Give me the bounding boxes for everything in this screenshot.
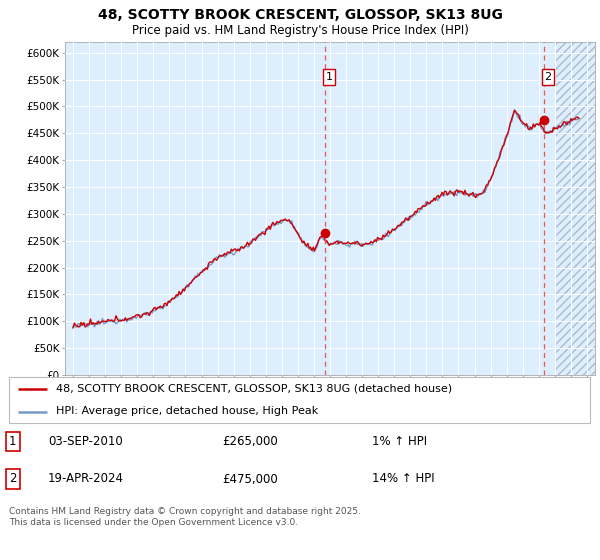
Text: HPI: Average price, detached house, High Peak: HPI: Average price, detached house, High… bbox=[56, 407, 318, 417]
Text: 48, SCOTTY BROOK CRESCENT, GLOSSOP, SK13 8UG: 48, SCOTTY BROOK CRESCENT, GLOSSOP, SK13… bbox=[98, 8, 502, 22]
Text: 48, SCOTTY BROOK CRESCENT, GLOSSOP, SK13 8UG (detached house): 48, SCOTTY BROOK CRESCENT, GLOSSOP, SK13… bbox=[56, 384, 452, 394]
Text: 19-APR-2024: 19-APR-2024 bbox=[48, 473, 124, 486]
Text: 2: 2 bbox=[544, 72, 551, 82]
Bar bbox=[555, 42, 595, 375]
Text: 03-SEP-2010: 03-SEP-2010 bbox=[48, 435, 123, 448]
Text: 1: 1 bbox=[9, 435, 17, 448]
Text: 1% ↑ HPI: 1% ↑ HPI bbox=[372, 435, 427, 448]
Text: 2: 2 bbox=[9, 473, 17, 486]
Text: 1: 1 bbox=[326, 72, 332, 82]
Text: Price paid vs. HM Land Registry's House Price Index (HPI): Price paid vs. HM Land Registry's House … bbox=[131, 24, 469, 37]
Text: Contains HM Land Registry data © Crown copyright and database right 2025.
This d: Contains HM Land Registry data © Crown c… bbox=[9, 507, 361, 526]
FancyBboxPatch shape bbox=[9, 377, 590, 423]
Text: 14% ↑ HPI: 14% ↑ HPI bbox=[372, 473, 434, 486]
Text: £265,000: £265,000 bbox=[222, 435, 278, 448]
Text: £475,000: £475,000 bbox=[222, 473, 278, 486]
Bar bbox=[555, 42, 595, 375]
